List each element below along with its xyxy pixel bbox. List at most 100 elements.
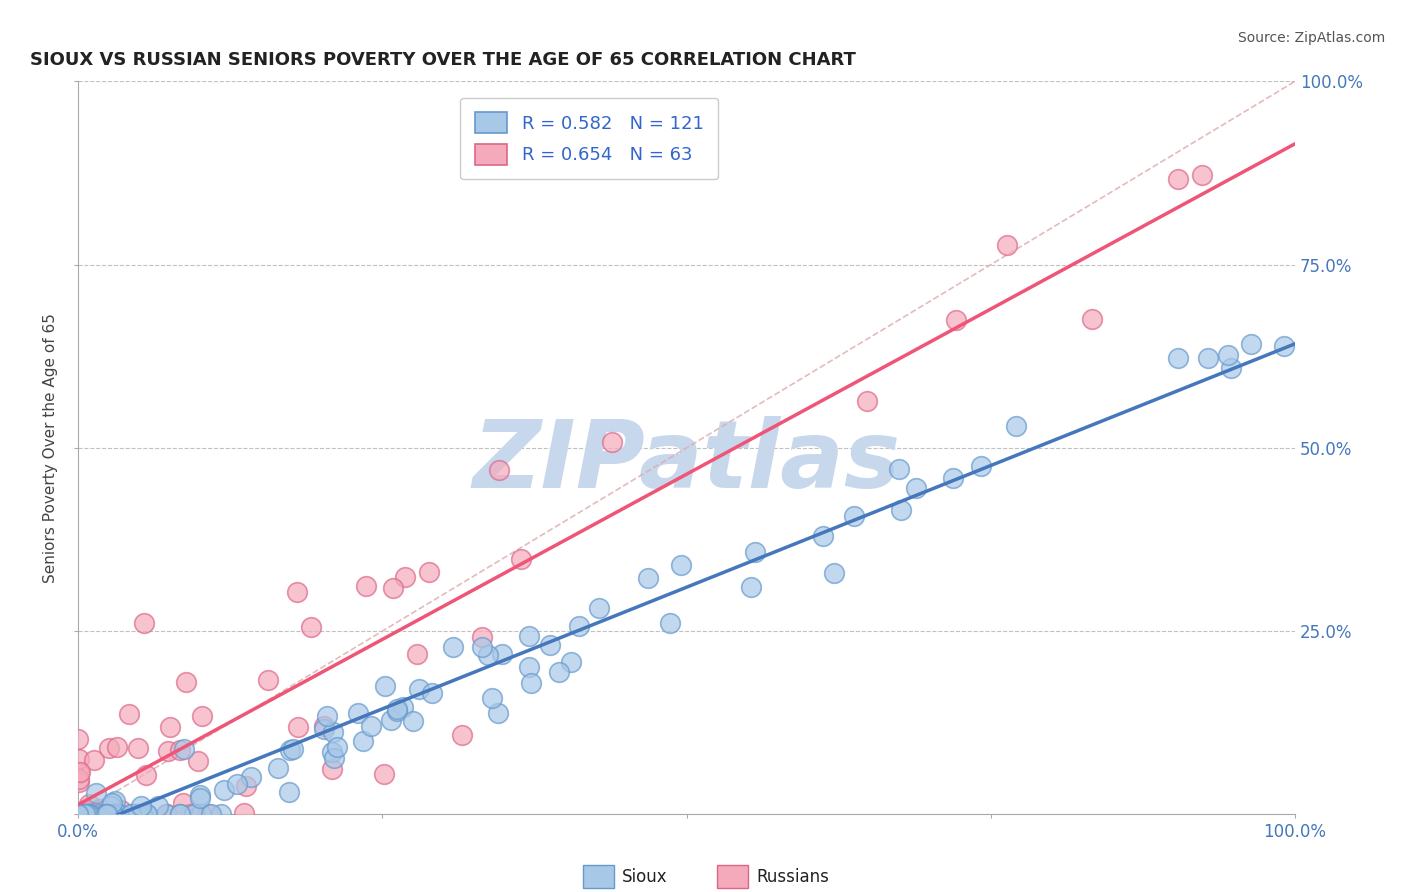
Point (560, 655, 582, 669)
Point (104, 794, 127, 808)
Point (538, 638, 561, 652)
Point (471, 631, 494, 645)
Point (169, 807, 191, 822)
Point (387, 704, 409, 718)
Point (67, 807, 90, 822)
Point (235, 779, 257, 793)
Point (72, 807, 94, 822)
Point (94, 807, 117, 822)
Point (360, 719, 382, 733)
Point (76, 807, 98, 822)
Point (67, 807, 90, 822)
Point (94, 807, 117, 822)
Text: ZIPatlas: ZIPatlas (472, 417, 901, 508)
Point (823, 566, 845, 580)
Point (1167, 351, 1189, 365)
Point (239, 771, 262, 785)
Point (1216, 348, 1239, 362)
Point (287, 720, 309, 734)
Point (1220, 360, 1243, 375)
Point (481, 691, 503, 706)
Point (1272, 339, 1295, 353)
Point (84, 807, 107, 822)
Point (509, 552, 531, 566)
Point (174, 675, 197, 690)
Point (69, 807, 91, 822)
Point (995, 238, 1018, 252)
Point (128, 806, 150, 821)
Point (77, 807, 100, 822)
Point (75, 807, 97, 822)
Point (72, 807, 94, 822)
Point (970, 459, 993, 474)
Point (491, 647, 513, 661)
Point (89, 802, 111, 816)
Point (188, 791, 211, 805)
Point (69, 807, 91, 822)
Point (209, 807, 232, 822)
Point (200, 807, 222, 822)
Point (69, 807, 91, 822)
Point (131, 799, 153, 814)
Point (352, 733, 374, 747)
Y-axis label: Seniors Poverty Over the Age of 65: Seniors Poverty Over the Age of 65 (44, 313, 58, 582)
Point (118, 707, 141, 722)
Point (314, 719, 336, 733)
Point (67, 807, 90, 822)
Point (477, 648, 499, 663)
Legend: R = 0.582   N = 121, R = 0.654   N = 63: R = 0.582 N = 121, R = 0.654 N = 63 (460, 98, 718, 179)
Point (392, 700, 415, 714)
Point (155, 807, 177, 822)
Point (405, 647, 427, 661)
Point (132, 615, 155, 630)
Point (67, 807, 90, 822)
Text: Russians: Russians (756, 868, 830, 886)
Point (110, 803, 132, 817)
Point (842, 508, 865, 523)
Point (256, 673, 278, 687)
Point (602, 434, 624, 449)
Point (173, 742, 195, 756)
Point (67, 807, 90, 822)
Point (488, 463, 510, 477)
Point (402, 714, 425, 729)
Point (75, 804, 97, 818)
Point (98, 740, 121, 755)
Point (82, 807, 104, 822)
Point (120, 807, 142, 822)
Point (299, 620, 322, 634)
Point (226, 777, 249, 791)
Point (67, 807, 90, 822)
Point (77, 797, 100, 811)
Point (191, 709, 214, 723)
Point (67, 807, 90, 822)
Point (67, 731, 90, 746)
Point (67, 807, 90, 822)
Point (100, 798, 122, 813)
Point (120, 807, 142, 822)
Point (127, 741, 149, 756)
Point (197, 807, 219, 822)
Point (157, 743, 180, 757)
Point (67, 774, 90, 789)
Point (75, 807, 97, 822)
Point (517, 629, 540, 643)
Point (67, 807, 90, 822)
Point (1167, 172, 1189, 186)
Point (420, 686, 443, 700)
Point (744, 545, 766, 559)
Point (314, 722, 336, 736)
Point (67, 807, 90, 822)
Point (101, 807, 124, 822)
Point (67, 766, 90, 780)
Text: SIOUX VS RUSSIAN SENIORS POVERTY OVER THE AGE OF 65 CORRELATION CHART: SIOUX VS RUSSIAN SENIORS POVERTY OVER TH… (30, 51, 855, 69)
Point (1197, 351, 1219, 365)
Point (517, 660, 540, 674)
Point (96, 807, 118, 822)
Point (190, 807, 212, 822)
Point (548, 665, 571, 679)
Point (169, 743, 191, 757)
Point (588, 600, 610, 615)
Point (740, 580, 762, 594)
Point (187, 754, 209, 768)
